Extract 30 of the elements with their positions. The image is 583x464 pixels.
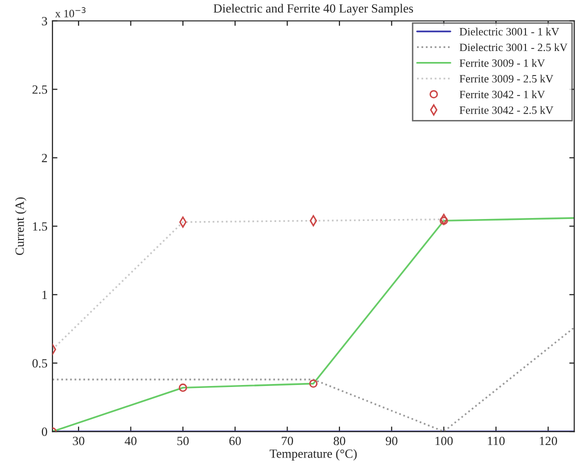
x-tick-label: 60 — [229, 436, 241, 446]
point — [309, 379, 318, 388]
legend-label: Ferrite 3009 - 2.5 kV — [460, 74, 554, 83]
text: x 10$^{−3}$ — [55, 7, 86, 18]
x-tick-label: 110 — [488, 436, 505, 446]
point — [440, 216, 448, 225]
y-tick-label: 0.5 — [32, 359, 48, 368]
x-tick-label: 120 — [540, 436, 558, 446]
legend-label: Ferrite 3042 - 1 kV — [460, 90, 545, 98]
x-tick-label: 30 — [72, 436, 84, 446]
legend-label: Ferrite 3009 - 1 kV — [460, 59, 545, 67]
y-axis-title: Current (A) — [15, 197, 26, 256]
y-tick-label: 0 — [42, 428, 48, 436]
point — [178, 384, 188, 392]
legend-label: Dielectric 3001 - 1 kV — [460, 28, 560, 36]
x-tick-label: 50 — [177, 436, 189, 446]
y-tick-label: 2.5 — [32, 85, 48, 94]
x-axis-title: Temperature (°C) — [270, 449, 357, 460]
y-tick-label: 1 — [42, 290, 47, 299]
y-tick-label: 1.5 — [33, 222, 48, 231]
y-tick-label: 2 — [42, 154, 47, 162]
y-tick-label: 3 — [42, 16, 48, 26]
legend-label: Dielectric 3001 - 2.5 kV — [460, 43, 568, 52]
x-tick-label: 70 — [282, 436, 294, 446]
x-tick-label: 80 — [334, 436, 346, 446]
chart-title: Dielectric and Ferrite 40 Layer Samples — [214, 4, 414, 16]
legend-label: Ferrite 3042 - 2.5 kV — [460, 106, 554, 114]
x-tick-label: 40 — [124, 436, 137, 446]
x-tick-label: 100 — [436, 436, 453, 446]
x-tick-label: 90 — [386, 436, 398, 446]
